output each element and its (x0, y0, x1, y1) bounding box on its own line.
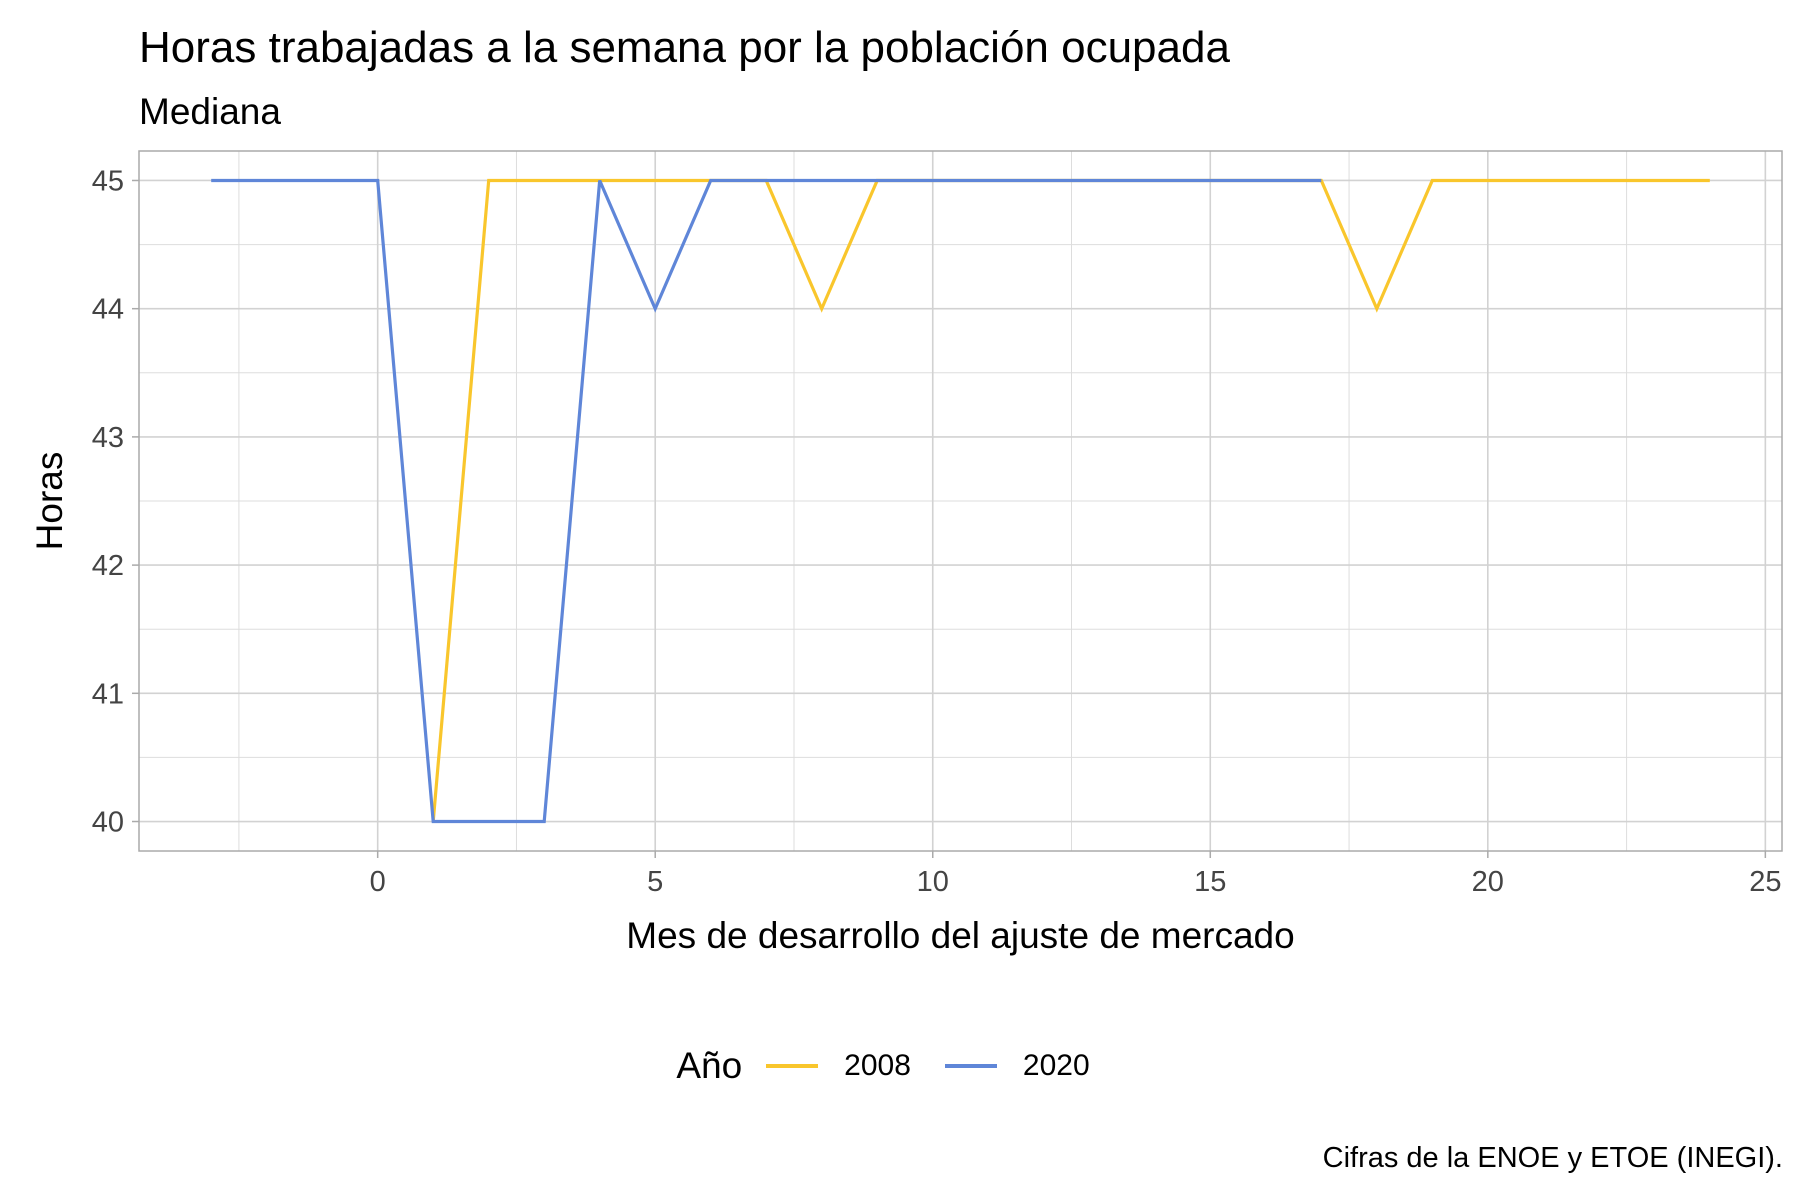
x-tick-label: 5 (647, 866, 663, 898)
legend-key-2008 (766, 1064, 819, 1068)
chart-subtitle: Mediana (139, 91, 281, 132)
series-line-2020 (211, 178, 1322, 824)
x-tick-label: 20 (1472, 866, 1504, 898)
y-tick-label: 41 (92, 678, 124, 710)
minor-gridlines (139, 151, 1782, 851)
legend-item-2008: 2008 (766, 1049, 911, 1083)
chart-caption: Cifras de la ENOE y ETOE (INEGI). (1322, 1142, 1783, 1174)
y-tick-label: 43 (92, 422, 124, 454)
legend-label-2020: 2020 (1022, 1049, 1090, 1082)
plot-frame (138, 150, 1783, 852)
legend-item-2020: 2020 (944, 1049, 1090, 1083)
y-tick-label: 44 (92, 294, 124, 326)
x-tick-label: 10 (917, 866, 949, 898)
y-tick-label: 42 (92, 550, 124, 582)
y-axis-ticks: 40 41 42 43 44 45 (92, 165, 139, 839)
x-axis-label: Mes de desarrollo del ajuste de mercado (626, 915, 1294, 956)
x-axis-ticks: 0 5 10 15 20 25 (370, 851, 1781, 898)
x-tick-label: 0 (370, 866, 386, 898)
chart-title: Horas trabajadas a la semana por la pobl… (139, 23, 1230, 72)
y-tick-label: 40 (92, 807, 124, 839)
y-axis-label: Horas (29, 452, 70, 551)
y-tick-label: 45 (92, 165, 124, 197)
legend-key-2020 (944, 1064, 997, 1068)
x-tick-label: 15 (1194, 866, 1226, 898)
x-tick-label: 25 (1749, 866, 1781, 898)
legend-title: Año (676, 1045, 743, 1086)
series-lines (211, 178, 1710, 824)
legend: Año 2008 2020 (0, 1036, 1800, 1096)
legend-label-2008: 2008 (844, 1049, 911, 1082)
